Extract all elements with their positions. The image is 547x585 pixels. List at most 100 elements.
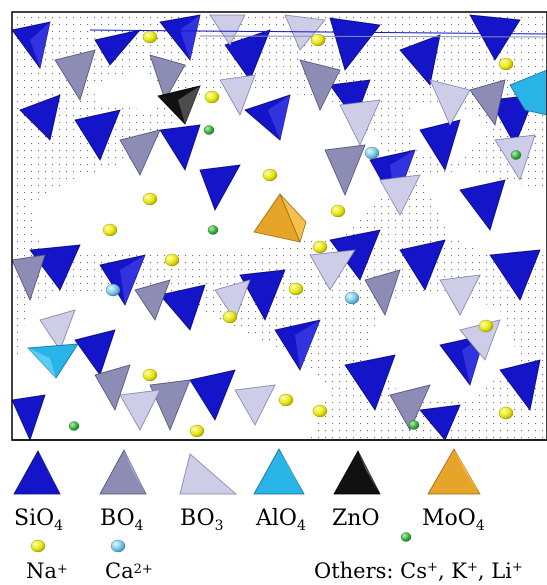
bo4-tetrahedron — [12, 254, 46, 302]
sio4-tetrahedron — [499, 359, 541, 411]
sio4-tetrahedron — [19, 94, 61, 141]
ca-ion — [105, 283, 121, 297]
bo3-triangle — [379, 174, 421, 216]
bo4-tetrahedron — [54, 49, 96, 101]
na-ion — [164, 253, 180, 267]
sio4-tetrahedron — [199, 164, 241, 211]
na-ion — [312, 404, 328, 418]
others-label: Others: Cs+, K+, Li+ — [314, 559, 523, 583]
bo4-tetrahedron — [469, 79, 506, 126]
ions — [68, 30, 522, 438]
svg-text:BO4: BO4 — [100, 506, 144, 534]
bo4-tetrahedron — [299, 59, 341, 111]
ca-ion — [364, 146, 380, 160]
other-ion — [68, 421, 80, 431]
bo4-tetrahedron — [94, 364, 131, 411]
na-ion — [498, 57, 514, 71]
sio4-tetrahedron — [329, 17, 381, 71]
na-ion — [142, 192, 158, 206]
ca-ion — [344, 291, 360, 305]
na-ion — [262, 168, 278, 182]
sio4-tetrahedron — [239, 269, 286, 321]
zno-label: ZnO — [332, 506, 380, 531]
bo3-label: BO — [180, 506, 215, 531]
bo3-triangle — [214, 279, 251, 321]
sio4-tetrahedron — [74, 109, 121, 161]
bo3-triangle — [339, 99, 381, 146]
na-ion — [142, 368, 158, 382]
bo3-triangle — [284, 14, 326, 51]
na-ion — [498, 406, 514, 420]
na-label: Na — [26, 559, 57, 583]
sio4-tetrahedron — [344, 354, 396, 411]
zno-legend-icon — [333, 450, 381, 495]
na-ion — [278, 393, 294, 407]
bo3-triangle — [309, 249, 356, 291]
bo4-label: BO — [100, 506, 135, 531]
ca-legend-icon — [110, 539, 126, 553]
alo4-label: AlO — [255, 506, 297, 531]
bo4-legend-icon — [99, 449, 147, 495]
bo3-triangle — [119, 389, 161, 431]
svg-text:SiO4: SiO4 — [14, 506, 63, 534]
sio4-tetrahedron — [469, 14, 521, 61]
sio4-tetrahedron — [12, 394, 46, 440]
bo3-triangle — [209, 14, 246, 46]
bo4-tetrahedron — [119, 129, 161, 176]
moo4-label: MoO — [422, 506, 476, 531]
alo4-legend-icon — [253, 448, 305, 495]
moo4-legend-icon — [427, 448, 481, 495]
na-ion — [189, 424, 205, 438]
sio4-legend-icon — [13, 450, 61, 495]
svg-text:MoO4: MoO4 — [422, 506, 485, 534]
na-ion — [222, 310, 238, 324]
bo4-tetrahedron — [389, 384, 431, 431]
bo4-tetrahedron — [149, 379, 191, 432]
legend: SiO4 BO4 BO3 AlO4 ZnO MoO4 Na+ Ca2+ Othe… — [13, 448, 523, 583]
svg-text:Ca2+: Ca2+ — [105, 559, 153, 583]
svg-text:Na+: Na+ — [26, 559, 68, 583]
na-ion — [142, 30, 158, 44]
cavity-region — [90, 70, 175, 110]
na-legend-icon — [30, 539, 46, 553]
sio4-tetrahedron — [419, 119, 461, 171]
alo4-tetrahedron — [509, 69, 547, 116]
sio4-tetrahedron — [189, 369, 236, 421]
bo4-tetrahedron — [134, 279, 171, 321]
bo4-tetrahedron — [324, 144, 366, 197]
sio4-tetrahedron — [159, 124, 201, 171]
na-ion — [102, 223, 118, 237]
bo3-triangle — [39, 309, 76, 351]
svg-text:AlO4: AlO4 — [255, 506, 306, 534]
ca-label: Ca — [105, 559, 134, 583]
na-ion — [330, 204, 346, 218]
bo4-tetrahedron — [149, 54, 186, 101]
na-ion — [204, 90, 220, 104]
sio4-tetrahedron — [419, 404, 461, 440]
bo4-tetrahedron — [364, 269, 401, 316]
moo4-tetrahedron — [253, 193, 307, 244]
sio4-tetrahedron — [399, 34, 441, 86]
sio4-label: SiO — [14, 506, 54, 531]
bo3-triangle — [219, 74, 256, 116]
sio4-tetrahedron — [159, 284, 206, 331]
bo3-triangle — [429, 79, 471, 126]
bo3-legend-icon — [179, 453, 238, 495]
sio4-tetrahedron — [399, 239, 446, 291]
others-legend-icon — [400, 532, 412, 542]
other-ion — [408, 420, 420, 430]
sio4-tetrahedron — [74, 329, 116, 376]
na-ion — [288, 282, 304, 296]
other-ion — [207, 225, 219, 235]
other-ion — [203, 125, 215, 135]
na-ion — [310, 33, 326, 47]
other-ion — [510, 150, 522, 160]
bo3-triangle — [439, 274, 481, 316]
sio4-tetrahedron — [329, 79, 371, 121]
sio4-tetrahedron — [489, 249, 541, 301]
polyhedra-network — [12, 14, 547, 440]
na-ion — [312, 240, 328, 254]
sio4-tetrahedron — [224, 29, 271, 81]
svg-text:BO3: BO3 — [180, 506, 224, 534]
